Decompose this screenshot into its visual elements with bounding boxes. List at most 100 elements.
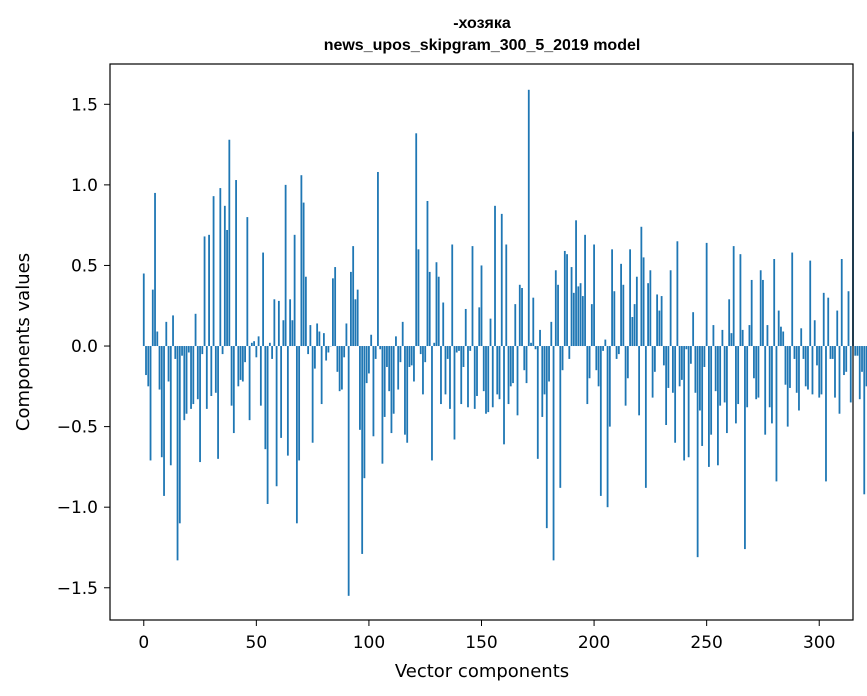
x-tick-label: 50	[246, 633, 268, 653]
bar	[509, 346, 512, 387]
bar	[334, 267, 337, 347]
bar	[244, 346, 246, 363]
bar	[831, 346, 834, 359]
bar	[507, 346, 510, 405]
bar	[485, 346, 487, 414]
x-tick-label: 300	[803, 633, 835, 653]
bar	[250, 342, 253, 347]
bar	[277, 300, 280, 347]
x-tick-label: 100	[353, 633, 385, 653]
bar	[710, 346, 713, 435]
bar	[248, 346, 251, 421]
bar	[440, 346, 442, 405]
bar	[566, 254, 568, 347]
y-axis-label: Components values	[13, 253, 34, 431]
bar	[829, 346, 832, 359]
bar	[732, 246, 735, 347]
bar	[214, 346, 217, 393]
bar	[415, 133, 418, 347]
y-tick-label: 0.5	[71, 256, 98, 276]
bar	[266, 346, 269, 504]
bar	[167, 346, 170, 382]
bar	[708, 346, 710, 467]
x-tick-label: 250	[690, 633, 722, 653]
y-tick-label: −1.0	[57, 498, 98, 518]
bar	[154, 192, 156, 347]
bar	[755, 346, 758, 400]
bar	[498, 346, 501, 400]
bar	[268, 342, 271, 347]
bar	[635, 276, 638, 347]
bar	[543, 346, 546, 395]
bar	[302, 202, 305, 347]
y-tick-label: 1.5	[71, 95, 98, 115]
bar	[347, 346, 350, 596]
bar	[500, 213, 503, 347]
bar	[431, 346, 433, 461]
bar	[291, 320, 294, 347]
bar	[437, 276, 440, 347]
bar	[570, 267, 573, 347]
bar	[620, 263, 622, 347]
bar	[773, 259, 776, 347]
bar	[271, 346, 274, 359]
bar	[280, 346, 283, 438]
bar	[730, 333, 733, 347]
bar	[237, 346, 240, 387]
bar	[705, 242, 708, 347]
bar	[548, 346, 550, 382]
bar	[208, 234, 210, 347]
bar	[298, 346, 301, 461]
bar	[246, 217, 249, 347]
bar	[845, 346, 848, 372]
bar	[255, 346, 258, 358]
bar	[230, 346, 233, 406]
bar	[178, 346, 181, 524]
bar	[694, 346, 697, 393]
bar	[593, 244, 595, 347]
x-tick-label: 200	[578, 633, 610, 653]
bar	[467, 346, 469, 408]
bar	[187, 346, 190, 353]
bar	[638, 346, 641, 416]
bar	[192, 346, 195, 405]
bar	[284, 184, 287, 347]
bar	[352, 246, 355, 347]
bar	[656, 294, 659, 347]
bar	[304, 276, 307, 347]
bar	[757, 346, 760, 398]
bar	[336, 346, 339, 372]
bar	[158, 346, 161, 390]
bar	[145, 346, 147, 376]
bar	[777, 310, 780, 347]
y-tick-label: 0.0	[71, 337, 98, 357]
bar	[539, 329, 541, 347]
bar	[861, 346, 863, 372]
bar	[496, 346, 499, 395]
bar	[419, 346, 422, 355]
bar	[836, 310, 839, 347]
bar	[764, 346, 767, 435]
bar	[577, 286, 580, 347]
bar	[194, 313, 197, 347]
bar	[737, 346, 740, 405]
bar	[685, 346, 688, 350]
bar	[257, 336, 260, 347]
bar	[545, 346, 548, 529]
bar	[816, 346, 818, 366]
bar	[239, 346, 242, 380]
bar	[455, 346, 458, 353]
bar	[759, 270, 762, 347]
bar	[426, 200, 429, 347]
bar	[840, 259, 843, 347]
bar	[404, 346, 406, 435]
bar	[744, 346, 746, 550]
y-tick-label: −0.5	[57, 418, 98, 438]
bar	[561, 346, 564, 371]
y-tick-label: 1.0	[71, 176, 98, 196]
bar	[473, 346, 476, 409]
bar	[142, 273, 145, 347]
bar	[820, 346, 823, 395]
bar	[642, 257, 645, 347]
bar	[399, 346, 402, 363]
